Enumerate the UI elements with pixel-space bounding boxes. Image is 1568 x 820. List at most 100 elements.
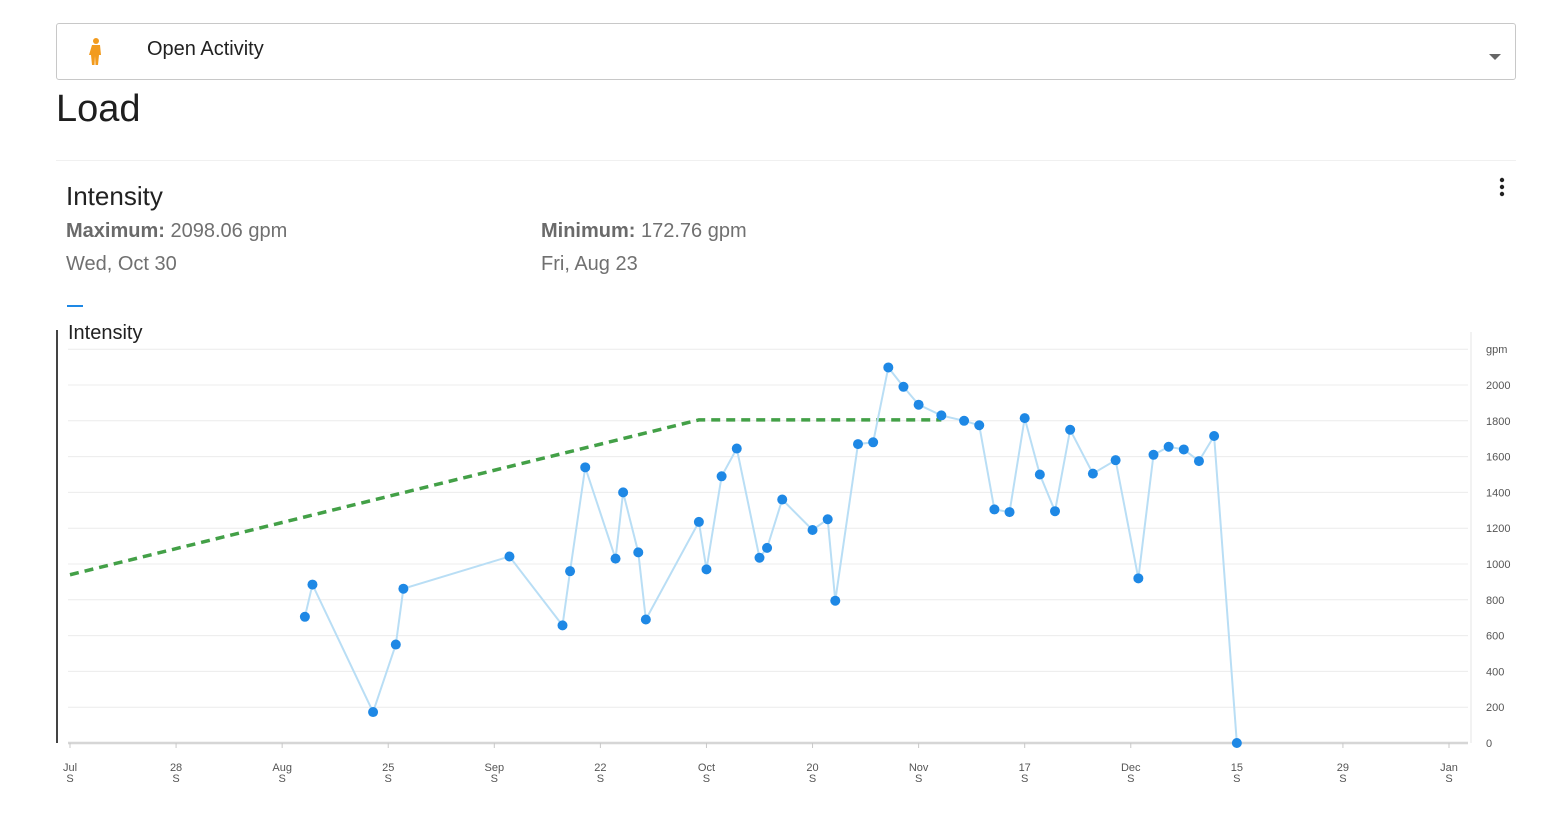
- more-vert-icon[interactable]: [1494, 176, 1510, 198]
- x-tick-sublabel: S: [385, 773, 392, 785]
- x-tick-label: Dec: [1121, 762, 1141, 774]
- x-tick-label: Aug: [272, 762, 292, 774]
- x-tick-label: Sep: [485, 762, 505, 774]
- data-point: [307, 579, 318, 590]
- y-tick-label: 600: [1486, 631, 1504, 643]
- data-point: [731, 443, 742, 454]
- page-title: Load: [56, 88, 141, 130]
- card-divider: [56, 160, 1516, 161]
- unit-label: gpm: [1486, 344, 1507, 356]
- data-point: [830, 595, 841, 606]
- data-point: [754, 552, 765, 563]
- data-point: [1231, 738, 1242, 748]
- x-tick-sublabel: S: [1445, 773, 1452, 785]
- data-point: [565, 566, 576, 577]
- data-point: [883, 362, 894, 373]
- data-point: [1163, 441, 1174, 452]
- data-point: [1004, 507, 1015, 518]
- data-point: [898, 381, 909, 392]
- data-point: [1110, 455, 1121, 466]
- x-tick-label: Jan: [1440, 762, 1458, 774]
- data-point: [580, 462, 591, 473]
- intensity-line: [303, 365, 1238, 744]
- data-point: [1133, 573, 1144, 584]
- x-tick-sublabel: S: [491, 773, 498, 785]
- data-point: [299, 611, 310, 622]
- activity-select-label: Open Activity: [147, 38, 264, 60]
- data-point: [633, 547, 644, 558]
- legend-marker: [67, 305, 83, 307]
- minimum-value: 172.76 gpm: [641, 220, 747, 242]
- y-tick-label: 1600: [1486, 452, 1510, 464]
- data-point: [777, 494, 788, 505]
- x-tick-sublabel: S: [597, 773, 604, 785]
- data-point: [974, 420, 985, 431]
- chart-title: Intensity: [68, 322, 143, 344]
- maximum-stat: Maximum: 2098.06 gpm: [66, 220, 287, 243]
- data-point: [1193, 456, 1204, 467]
- data-point: [762, 542, 773, 553]
- y-tick-label: 400: [1486, 666, 1504, 678]
- maximum-label: Maximum:: [66, 220, 165, 242]
- maximum-date: Wed, Oct 30: [66, 253, 177, 275]
- x-tick-sublabel: S: [1021, 773, 1028, 785]
- x-tick-label: 25: [382, 762, 394, 774]
- caret-down-icon[interactable]: [1489, 48, 1501, 60]
- x-tick-sublabel: S: [703, 773, 710, 785]
- data-point: [913, 399, 924, 410]
- x-tick-sublabel: S: [1233, 773, 1240, 785]
- maximum-value: 2098.06 gpm: [170, 220, 288, 242]
- data-point: [701, 564, 712, 575]
- data-point: [693, 516, 704, 527]
- data-point: [936, 410, 947, 421]
- x-tick-sublabel: S: [172, 773, 179, 785]
- y-tick-label: 1000: [1486, 559, 1510, 571]
- x-tick-sublabel: S: [278, 773, 285, 785]
- y-tick-label: 0: [1486, 738, 1492, 750]
- data-point: [1034, 469, 1045, 480]
- data-point: [504, 551, 515, 562]
- x-tick-sublabel: S: [1339, 773, 1346, 785]
- data-point: [1148, 449, 1159, 460]
- y-tick-label: 1800: [1486, 416, 1510, 428]
- target-line: [69, 418, 942, 577]
- data-point: [959, 415, 970, 426]
- data-point: [868, 437, 879, 448]
- activity-select[interactable]: Open Activity: [56, 23, 1516, 80]
- x-tick-sublabel: S: [66, 773, 73, 785]
- x-tick-label: 22: [594, 762, 606, 774]
- data-point: [853, 439, 863, 450]
- data-point: [716, 471, 727, 482]
- card-title: Intensity: [66, 181, 163, 211]
- y-tick-label: 1400: [1486, 487, 1510, 499]
- y-tick-label: 200: [1486, 702, 1504, 714]
- data-point: [610, 553, 621, 564]
- data-point: [1065, 424, 1076, 435]
- data-point: [398, 583, 409, 594]
- x-tick-label: 15: [1231, 762, 1243, 774]
- data-point: [368, 707, 379, 718]
- data-point: [618, 487, 629, 498]
- y-tick-label: 1200: [1486, 523, 1510, 535]
- data-point: [989, 504, 1000, 515]
- data-point: [390, 639, 401, 650]
- y-tick-label: 800: [1486, 595, 1504, 607]
- minimum-date: Fri, Aug 23: [541, 253, 638, 275]
- data-point: [1209, 431, 1220, 442]
- data-point: [807, 524, 818, 535]
- x-tick-label: Nov: [909, 762, 929, 774]
- minimum-label: Minimum:: [541, 220, 636, 242]
- x-tick-sublabel: S: [809, 773, 816, 785]
- x-tick-label: 29: [1337, 762, 1349, 774]
- x-tick-label: Oct: [698, 762, 715, 774]
- y-tick-label: 2000: [1486, 380, 1510, 392]
- data-point: [1050, 506, 1060, 517]
- data-point: [1178, 444, 1189, 455]
- minimum-stat: Minimum: 172.76 gpm: [541, 220, 747, 243]
- data-point: [1019, 413, 1030, 424]
- x-tick-sublabel: S: [1127, 773, 1134, 785]
- x-tick-sublabel: S: [915, 773, 922, 785]
- x-tick-label: 28: [170, 762, 182, 774]
- data-point: [557, 620, 568, 631]
- x-tick-label: Jul: [63, 762, 77, 774]
